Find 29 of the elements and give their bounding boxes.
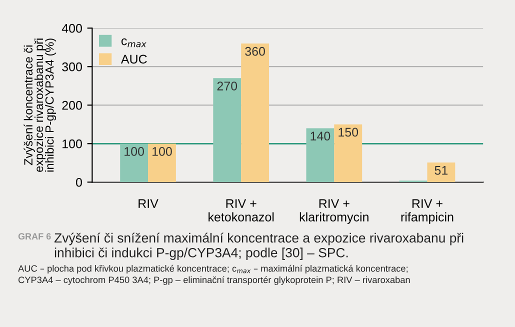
data-label: 51 [434,166,448,175]
data-label: 100 [152,147,172,156]
y-axis-title: Zvýšení koncentrace či expozice rivaroxabanu při inhibici P-gp/CYP3A4 (%) [24,38,56,172]
y-tick-label: 300 [62,62,82,72]
bar [241,44,270,182]
y-tick-label: 100 [62,139,82,148]
data-label: 270 [217,82,238,90]
bar [148,144,176,182]
data-label: 140 [310,132,330,140]
x-tick-label: RIV + rifampicin [401,199,454,224]
legend-label: AUC [120,54,147,64]
bar [334,124,362,182]
y-tick-label: 0 [76,178,82,187]
x-tick-label: RIV + klaritromycin [300,199,368,224]
data-label: 100 [124,147,144,156]
text: Zvýšení či snížení maximální koncentrace a expozice rivaroxabanu při inhibici či indukci P-gp/CYP3A4; podle [30] – SPC. [54,232,464,260]
bar [306,128,334,182]
x-tick-label: RIV [138,199,158,208]
x-tick-label: RIV + ketokonazol [208,199,274,222]
legend-label: c$_{max}$ [121,38,146,48]
data-label: 360 [245,46,265,56]
bar [213,78,242,182]
bar [427,162,456,182]
text: AUC – plocha pod křivkou plazmatické koncentrace; c$_{max}$ – maximální plazmatická koncentrace; CYP3A4 – cytochrom P450 3A4; P-gp – eliminační transportér glykoprotein P; RIV – rivaroxaban [18,264,410,285]
y-tick-label: 200 [62,100,82,110]
y-tick-label: 400 [62,24,82,33]
data-label: 150 [338,128,358,137]
text: GRAF 6 [18,233,51,240]
bar [120,144,148,182]
